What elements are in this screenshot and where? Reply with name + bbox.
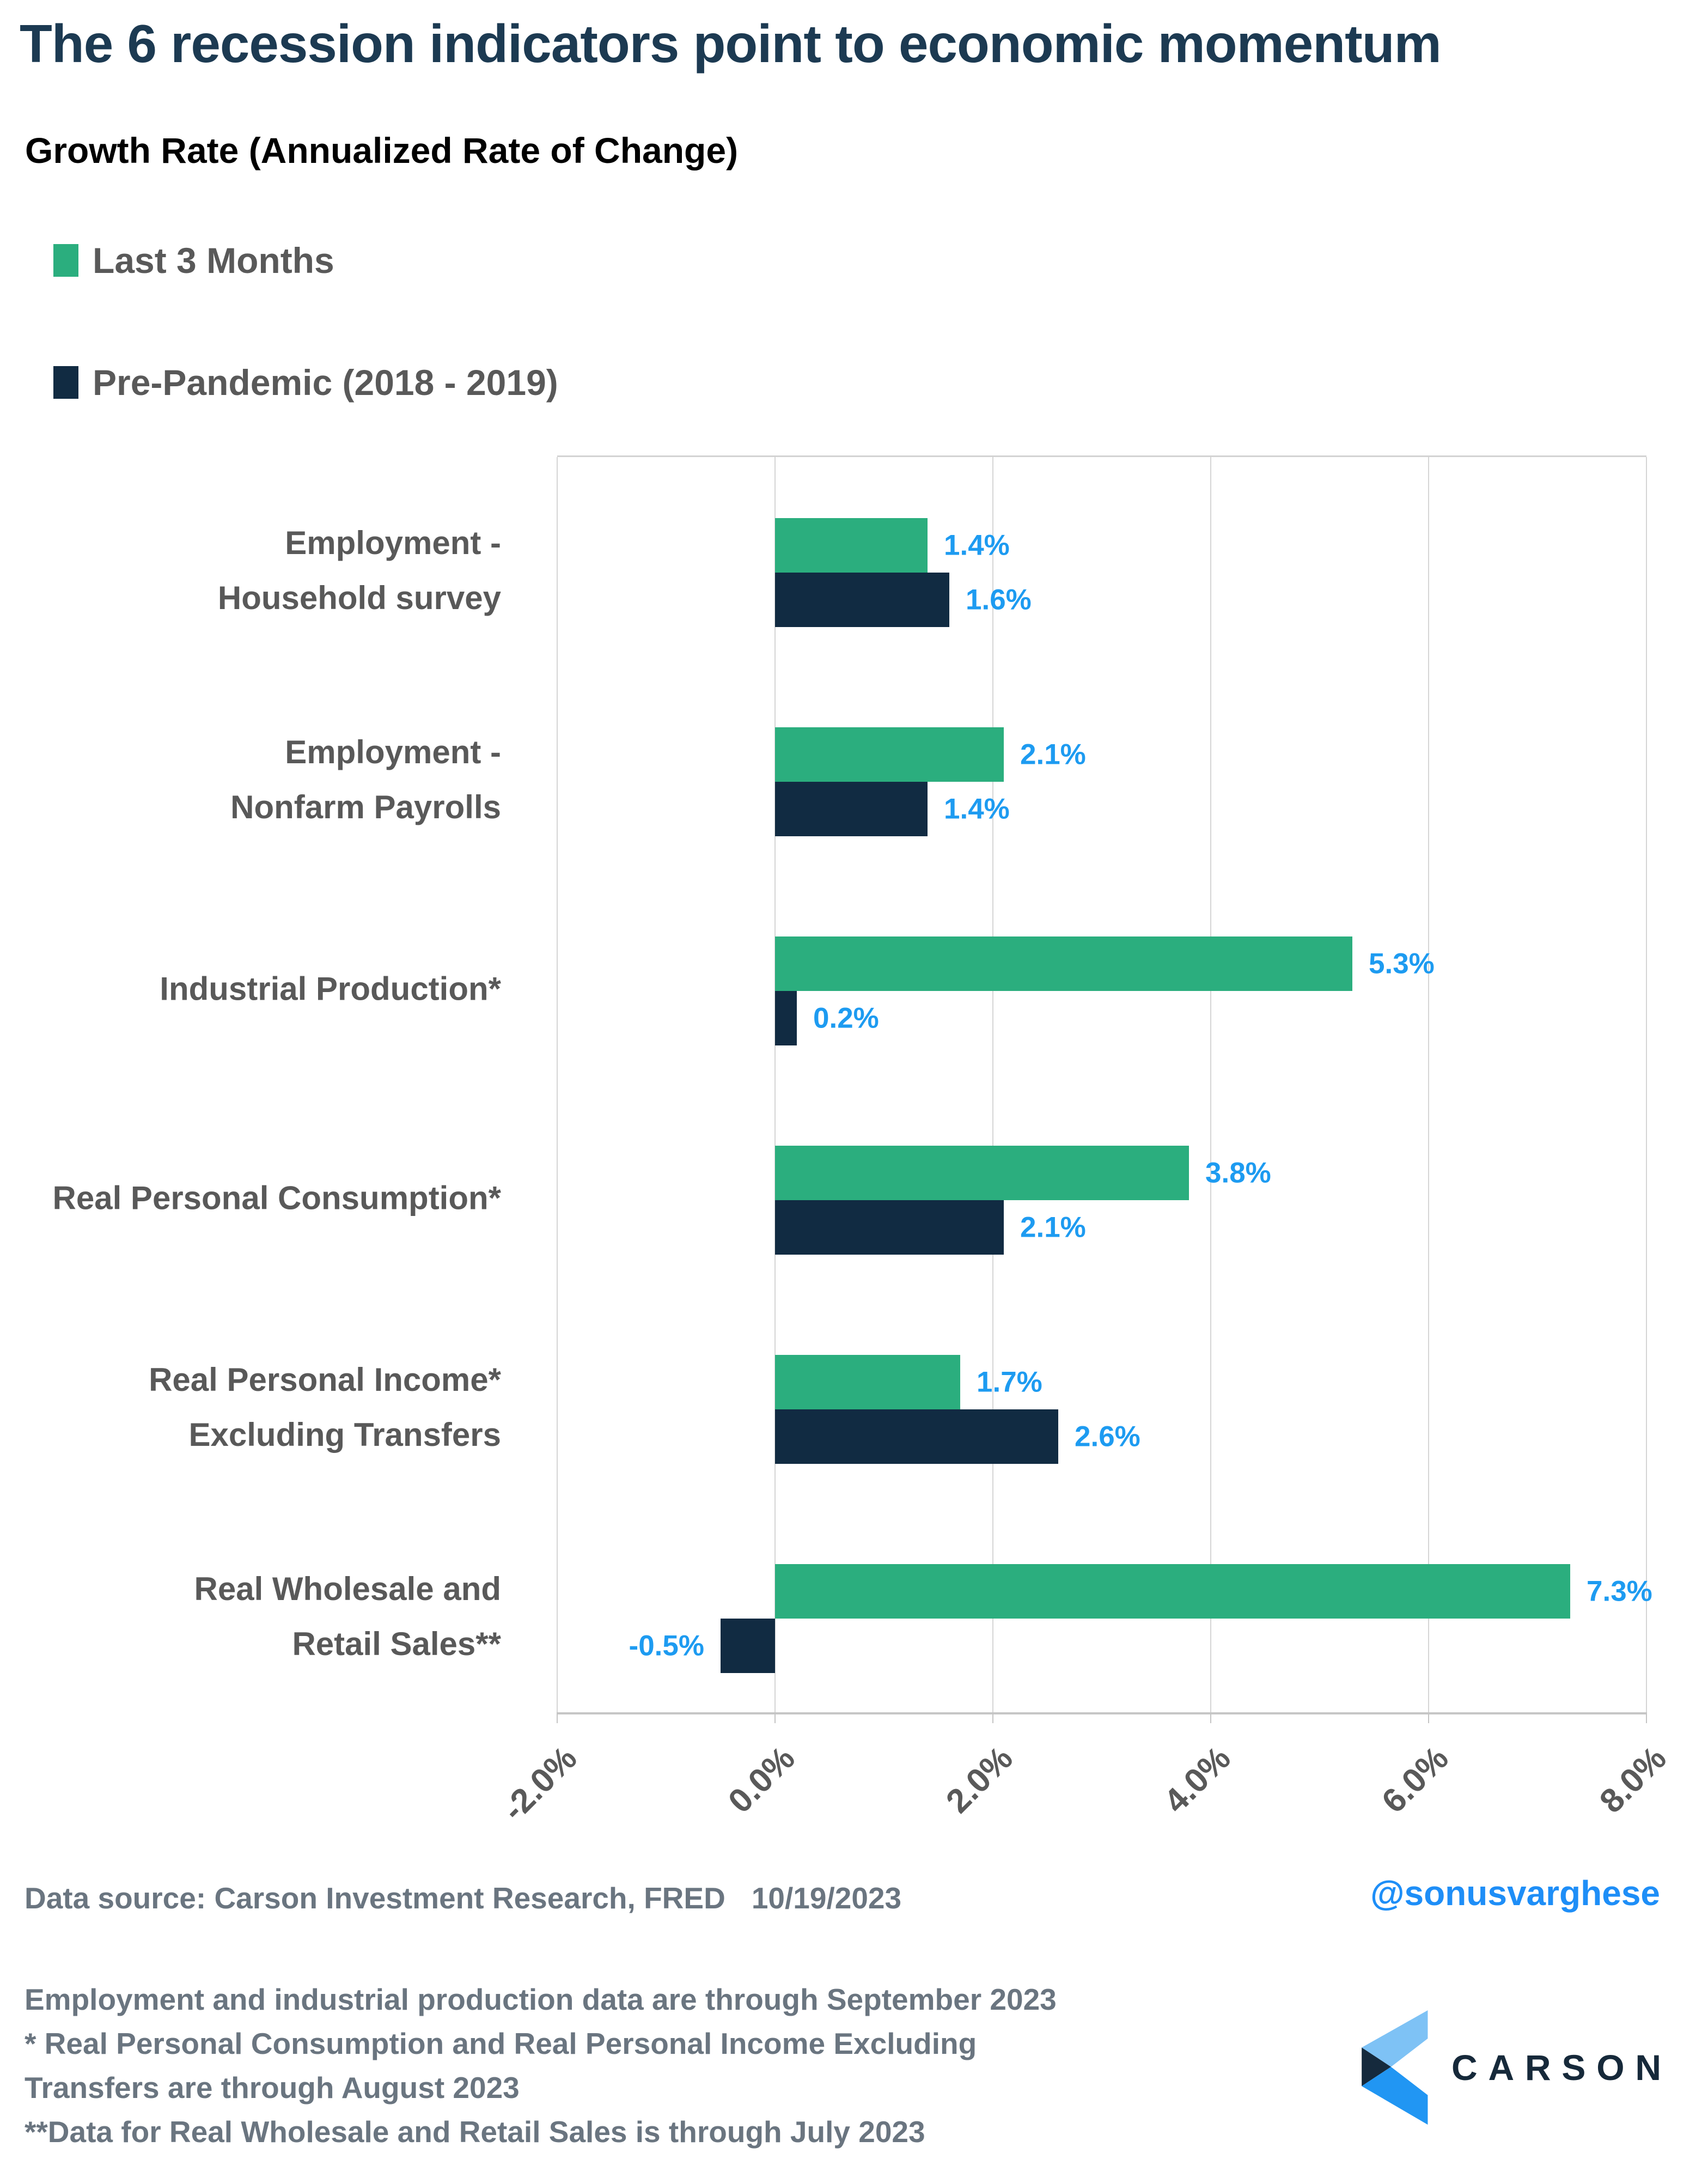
x-axis-label: -2.0% — [495, 1739, 584, 1829]
category-row-3: Real Personal Consumption* — [0, 1083, 516, 1292]
data-source-date: 10/19/2023 — [751, 1881, 902, 1915]
legend-item-1: Pre-Pandemic (2018 - 2019) — [53, 362, 558, 403]
bar — [775, 573, 949, 627]
bar-value-label: 1.6% — [966, 583, 1032, 616]
category-row-0: Employment - Household survey — [0, 455, 516, 665]
bar-row-2: 5.3% 0.2% — [557, 875, 1646, 1085]
bar-value-label: 1.4% — [944, 793, 1010, 825]
footnote-line: **Data for Real Wholesale and Retail Sal… — [25, 2114, 925, 2149]
bar-row-0: 1.4% 1.6% — [557, 457, 1646, 666]
bar — [775, 1409, 1058, 1464]
footnote-line: * Real Personal Consumption and Real Per… — [25, 2026, 977, 2060]
x-tick — [1210, 1712, 1211, 1723]
category-labels: Employment - Household survey Employment -… — [0, 455, 516, 1711]
x-axis-labels: -2.0% 0.0% 2.0% 4.0% 6.0% 8.0% — [495, 1716, 1673, 1858]
gridline — [1646, 457, 1647, 1712]
data-source: Data source: Carson Investment Research,… — [25, 1881, 901, 1915]
bar-value-label: 2.1% — [1020, 738, 1086, 771]
x-tick — [774, 1712, 776, 1723]
legend-swatch-icon — [53, 244, 78, 277]
bar — [721, 1619, 775, 1673]
bar-row-3: 3.8% 2.1% — [557, 1085, 1646, 1294]
category-label: Employment - Household survey — [217, 525, 501, 616]
legend-swatch-icon — [53, 366, 78, 399]
x-tick — [1646, 1712, 1647, 1723]
bar-value-label: 7.3% — [1587, 1575, 1652, 1608]
bar — [775, 782, 928, 836]
bar-value-label: -0.5% — [629, 1629, 704, 1662]
carson-logo-wordmark: CARSON — [1451, 2047, 1672, 2088]
x-axis-label: 0.0% — [721, 1739, 802, 1821]
x-axis-ticks — [557, 1712, 1647, 1724]
x-axis-label: 6.0% — [1374, 1739, 1456, 1821]
data-source-text: Data source: Carson Investment Research,… — [25, 1881, 725, 1915]
category-row-5: Real Wholesale and Retail Sales** — [0, 1501, 516, 1711]
legend: Last 3 Months Pre-Pandemic (2018 - 2019) — [53, 240, 558, 403]
gridline — [557, 457, 558, 1712]
bar — [775, 1564, 1570, 1619]
bar-value-label: 2.6% — [1075, 1420, 1140, 1453]
twitter-handle: @sonusvarghese — [1370, 1874, 1660, 1913]
bar — [775, 518, 928, 573]
x-axis-label: 4.0% — [1156, 1739, 1238, 1821]
carson-logo-mark-icon — [1362, 2010, 1428, 2125]
bar-value-label: 5.3% — [1369, 947, 1435, 980]
bar-value-label: 3.8% — [1205, 1157, 1271, 1189]
x-tick — [557, 1712, 558, 1723]
category-row-1: Employment - Nonfarm Payrolls — [0, 665, 516, 874]
legend-label: Pre-Pandemic (2018 - 2019) — [93, 362, 558, 403]
page-title: The 6 recession indicators point to econ… — [20, 14, 1442, 74]
x-tick — [992, 1712, 993, 1723]
footnote-line: Employment and industrial production dat… — [25, 1982, 1057, 2016]
bar — [775, 1355, 960, 1409]
footnotes: Employment and industrial production dat… — [25, 1978, 1057, 2154]
gridline — [1210, 457, 1211, 1712]
category-label: Real Personal Income* Excluding Transfers — [149, 1361, 501, 1453]
plot-area: 1.4% 1.6% 2.1% 1.4% 5.3% 0.2% 3.8% 2.1% 1.7% 2.6%… — [557, 455, 1652, 1714]
category-label: Industrial Production* — [160, 970, 501, 1007]
bar-row-1: 2.1% 1.4% — [557, 666, 1646, 875]
footnote-line: Transfers are through August 2023 — [25, 2070, 520, 2105]
x-axis-label: 8.0% — [1592, 1739, 1674, 1821]
bar — [775, 1200, 1004, 1255]
category-label: Employment - Nonfarm Payrolls — [230, 734, 501, 825]
gridline — [992, 457, 993, 1712]
bar-value-label: 1.4% — [944, 529, 1010, 562]
gridline — [774, 457, 776, 1712]
bar — [775, 936, 1352, 991]
category-row-4: Real Personal Income* Excluding Transfers — [0, 1292, 516, 1501]
bar-row-5: 7.3% -0.5% — [557, 1503, 1652, 1712]
chart-subtitle: Growth Rate (Annualized Rate of Change) — [25, 130, 739, 171]
legend-label: Last 3 Months — [93, 240, 334, 281]
x-tick — [1428, 1712, 1429, 1723]
bar-value-label: 1.7% — [977, 1366, 1042, 1398]
x-axis-label: 2.0% — [938, 1739, 1020, 1821]
bar-value-label: 2.1% — [1020, 1211, 1086, 1244]
carson-logo: CARSON — [1362, 2010, 1672, 2125]
category-label: Real Personal Consumption* — [52, 1179, 501, 1217]
category-row-2: Industrial Production* — [0, 874, 516, 1083]
bar — [775, 1146, 1189, 1200]
category-label: Real Wholesale and Retail Sales** — [194, 1571, 502, 1662]
legend-item-0: Last 3 Months — [53, 240, 558, 281]
bar-row-4: 1.7% 2.6% — [557, 1294, 1646, 1503]
bar — [775, 727, 1004, 782]
gridline — [1428, 457, 1429, 1712]
bar-value-label: 0.2% — [813, 1002, 879, 1035]
bar — [775, 991, 797, 1045]
